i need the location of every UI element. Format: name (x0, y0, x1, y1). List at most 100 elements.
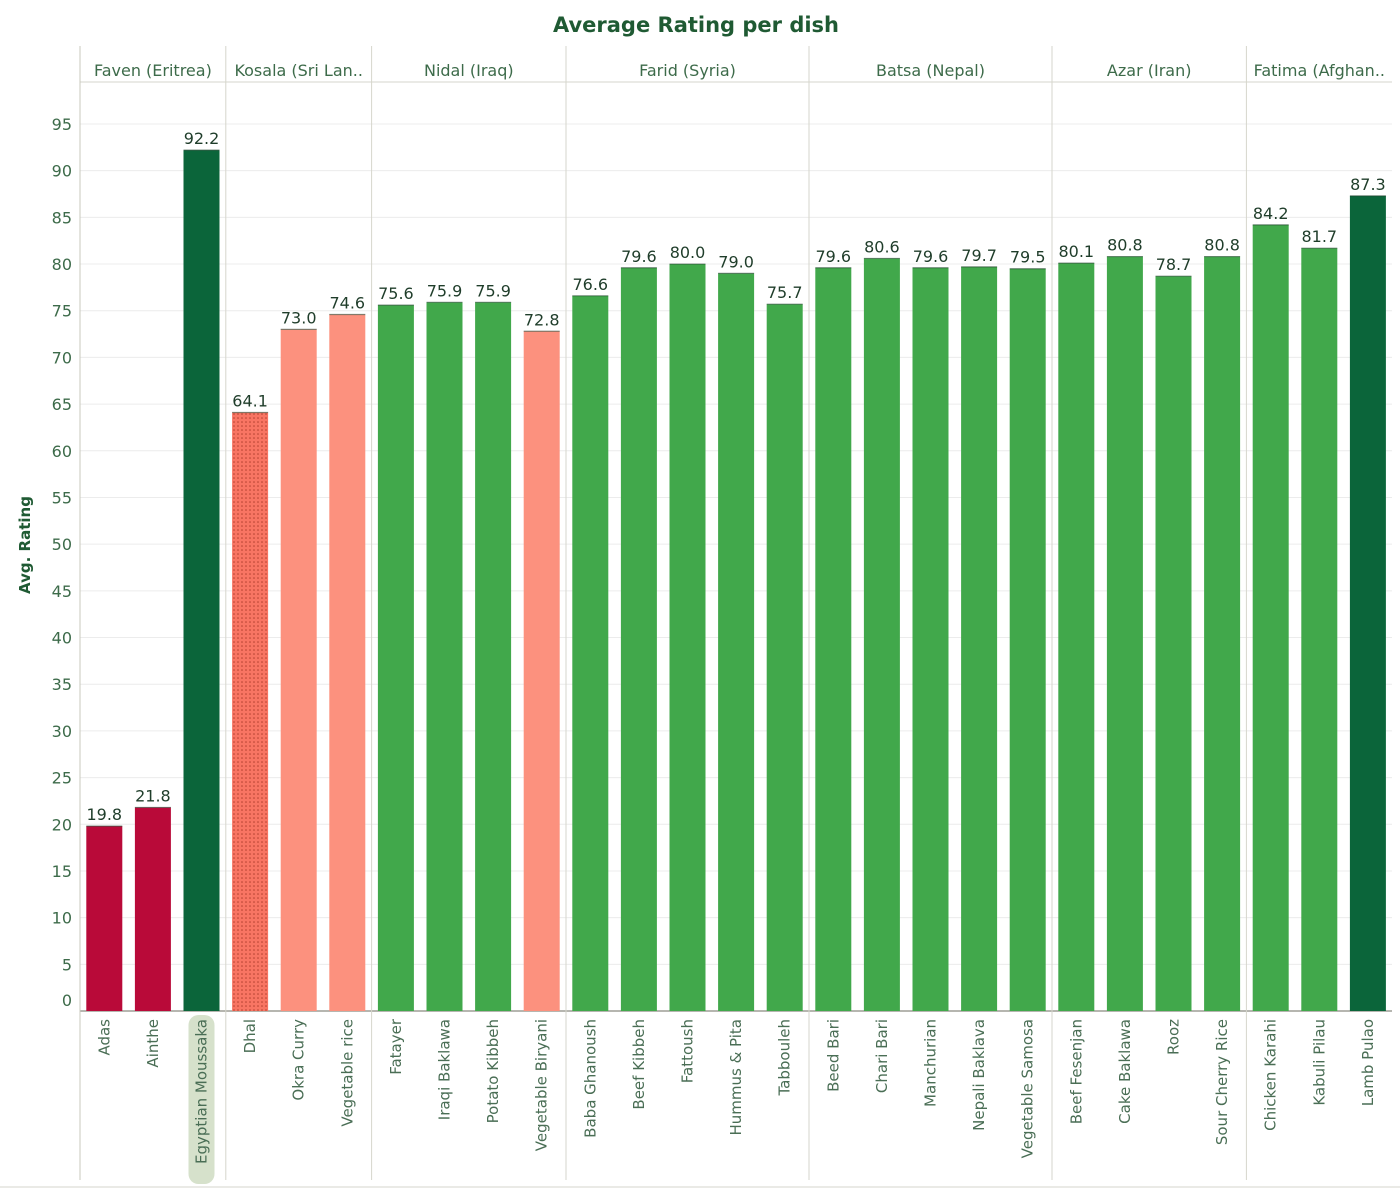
y-axis-label: Avg. Rating (16, 496, 34, 594)
bar (1106, 256, 1143, 1012)
highlight-marks (188, 1015, 215, 1184)
category-label: Sour Cherry Rice (1213, 1019, 1231, 1145)
panel-headers: Faven (Eritrea) Kosala (Sri Lan.. Nidal (I… (94, 61, 1385, 80)
category-label: Fatayer (387, 1018, 405, 1075)
category-label: Egyptian Moussaka (193, 1019, 211, 1164)
value-label: 79.0 (718, 252, 754, 271)
panel-header: Fatima (Afghan.. (1254, 61, 1385, 80)
panel-header: Batsa (Nepal) (876, 61, 985, 80)
panel-header: Faven (Eritrea) (94, 61, 212, 80)
bar (718, 273, 755, 1011)
category-label: Beed Bari (824, 1019, 842, 1092)
bar (961, 266, 998, 1011)
value-label: 75.7 (767, 283, 803, 302)
y-tick-label: 40 (52, 629, 72, 648)
bar (766, 304, 803, 1011)
category-label: Kabuli Pilau (1310, 1019, 1328, 1106)
category-label: Fattoush (679, 1019, 697, 1083)
category-labels: Adas Ainthe Egyptian Moussaka Dhal Okra Curr… (95, 1018, 1377, 1164)
value-label: 78.7 (1156, 255, 1192, 274)
category-label: Ainthe (144, 1019, 162, 1068)
y-tick-label: 20 (52, 815, 72, 834)
value-label: 75.9 (475, 281, 511, 300)
y-tick-label: 5 (62, 955, 72, 974)
category-label: Okra Curry (290, 1019, 308, 1101)
value-label: 81.7 (1301, 227, 1337, 246)
category-label: Chicken Karahi (1262, 1019, 1280, 1131)
bar (1252, 224, 1289, 1011)
bar (329, 314, 366, 1012)
chart-title: Average Rating per dish (553, 13, 839, 37)
value-label: 84.2 (1253, 204, 1289, 223)
y-tick-label: 65 (52, 395, 72, 414)
bar (1009, 268, 1046, 1011)
y-tick-label: 90 (52, 162, 72, 181)
y-tick-label: 15 (52, 862, 72, 881)
bar (1204, 256, 1241, 1012)
y-tick-label: 95 (52, 115, 72, 134)
value-label: 74.6 (329, 293, 365, 312)
category-label: Lamb Pulao (1359, 1019, 1377, 1106)
bar (183, 150, 220, 1011)
y-tick-label: 85 (52, 208, 72, 227)
y-tick-label: 60 (52, 442, 72, 461)
value-label: 80.6 (864, 237, 900, 256)
y-tick-label: 10 (52, 909, 72, 928)
value-label: 75.9 (427, 281, 463, 300)
category-label: Nepali Baklava (970, 1019, 988, 1131)
category-label: Iraqi Baklawa (436, 1019, 454, 1120)
category-label: Cake Baklawa (1116, 1019, 1134, 1124)
category-label: Vegetable Samosa (1019, 1019, 1037, 1158)
bar (863, 258, 900, 1011)
bar (669, 264, 706, 1012)
category-label: Vegetable rice (338, 1019, 356, 1127)
y-tick-label: 30 (52, 722, 72, 741)
category-label: Manchurian (922, 1019, 940, 1107)
bar (377, 305, 414, 1011)
value-label: 79.7 (961, 246, 997, 265)
y-tick-label: 45 (52, 582, 72, 601)
bar (620, 267, 657, 1011)
bar (280, 329, 317, 1011)
value-label: 64.1 (232, 392, 268, 411)
panel-header: Farid (Syria) (639, 61, 736, 80)
value-label: 75.6 (378, 284, 414, 303)
bar (1058, 263, 1095, 1011)
value-label: 79.5 (1010, 248, 1046, 267)
bar (1301, 248, 1338, 1011)
bar (86, 826, 123, 1011)
category-label: Hummus & Pita (727, 1019, 745, 1136)
category-label: Vegetable Biryani (533, 1019, 551, 1151)
value-label: 80.1 (1058, 242, 1094, 261)
y-axis-ticks: 0 5 10 15 20 25 30 35 40 45 50 55 60 65 70 75 80 85 90 95 (52, 115, 72, 1010)
category-label: Dhal (241, 1019, 259, 1053)
bar (426, 302, 463, 1011)
bar (572, 295, 609, 1012)
bar (134, 807, 171, 1011)
value-label: 73.0 (281, 308, 317, 327)
category-label: Adas (95, 1019, 113, 1056)
bar (815, 267, 852, 1011)
y-tick-label: 70 (52, 348, 72, 367)
value-label: 80.8 (1204, 236, 1240, 255)
category-label: Baba Ghanoush (581, 1019, 599, 1138)
value-labels: 19.8 21.8 92.2 64.1 73.0 74.6 75.6 75.9 75.9 72.8… (86, 129, 1385, 824)
category-label: Beef Fesenjan (1067, 1019, 1085, 1124)
y-tick-label: 0 (62, 991, 72, 1010)
value-label: 79.6 (913, 247, 949, 266)
value-label: 72.8 (524, 310, 560, 329)
bars (86, 149, 1386, 1012)
panel-header: Kosala (Sri Lan.. (234, 61, 363, 80)
value-label: 80.8 (1107, 236, 1143, 255)
y-tick-label: 55 (52, 488, 72, 507)
bar (1155, 276, 1192, 1011)
bar (232, 412, 269, 1011)
y-tick-label: 35 (52, 675, 72, 694)
bar (912, 267, 949, 1011)
value-label: 19.8 (86, 805, 122, 824)
highlight-marker (188, 1015, 215, 1184)
value-label: 79.6 (621, 247, 657, 266)
panel-header: Azar (Iran) (1107, 61, 1192, 80)
y-tick-label: 50 (52, 535, 72, 554)
